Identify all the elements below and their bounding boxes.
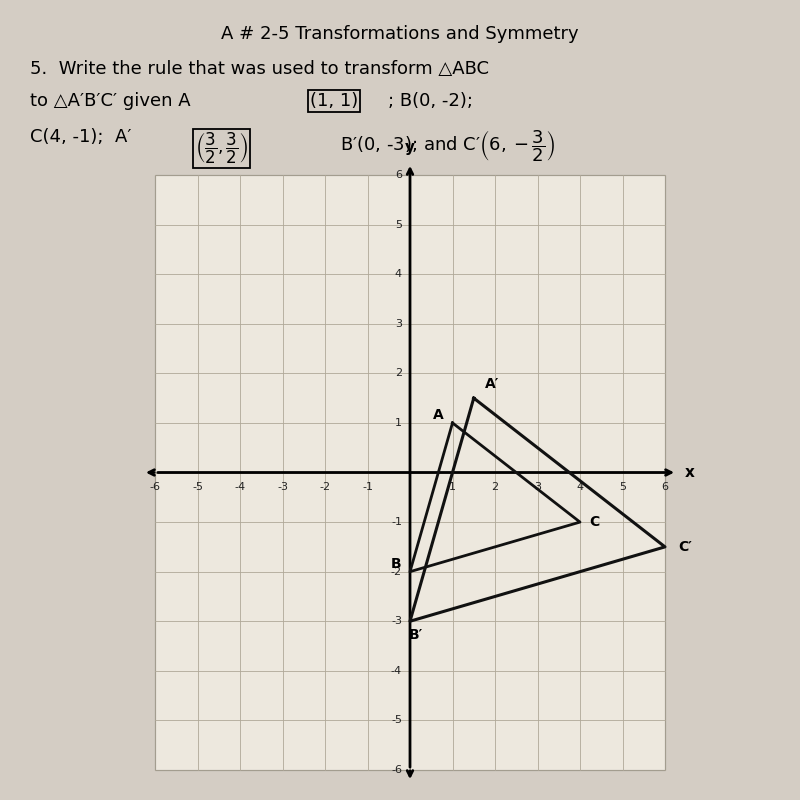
- Text: 2: 2: [395, 368, 402, 378]
- Text: C(4, -1);  A′: C(4, -1); A′: [30, 128, 131, 146]
- Text: B: B: [390, 557, 402, 570]
- Text: -2: -2: [391, 566, 402, 577]
- Text: -3: -3: [391, 616, 402, 626]
- Text: (1, 1): (1, 1): [310, 92, 358, 110]
- Text: 4: 4: [395, 269, 402, 279]
- Text: $\left(\dfrac{3}{2},\dfrac{3}{2}\right)$: $\left(\dfrac{3}{2},\dfrac{3}{2}\right)$: [195, 131, 248, 166]
- Text: A # 2-5 Transformations and Symmetry: A # 2-5 Transformations and Symmetry: [221, 25, 579, 43]
- Text: y: y: [405, 140, 415, 155]
- Text: -6: -6: [150, 482, 161, 493]
- Text: A′: A′: [485, 377, 499, 391]
- Text: to △A′B′C′ given A: to △A′B′C′ given A: [30, 92, 190, 110]
- Text: 3: 3: [534, 482, 541, 493]
- Text: C: C: [589, 515, 599, 529]
- Text: x: x: [685, 465, 695, 480]
- Text: 6: 6: [662, 482, 669, 493]
- Text: B′: B′: [409, 628, 423, 642]
- Text: 4: 4: [577, 482, 583, 493]
- Text: ; B(0, -2);: ; B(0, -2);: [388, 92, 473, 110]
- Text: -1: -1: [362, 482, 373, 493]
- Text: 5: 5: [395, 219, 402, 230]
- Text: 3: 3: [395, 318, 402, 329]
- Text: -5: -5: [192, 482, 203, 493]
- Text: 1: 1: [449, 482, 456, 493]
- Text: -4: -4: [391, 666, 402, 676]
- Text: A: A: [433, 408, 444, 422]
- Text: 1: 1: [395, 418, 402, 428]
- Text: 5: 5: [619, 482, 626, 493]
- Text: 5.  Write the rule that was used to transform △ABC: 5. Write the rule that was used to trans…: [30, 60, 489, 78]
- Text: 2: 2: [491, 482, 498, 493]
- Text: -2: -2: [319, 482, 330, 493]
- FancyBboxPatch shape: [155, 175, 665, 770]
- Text: -1: -1: [391, 517, 402, 527]
- Text: C′: C′: [678, 540, 692, 554]
- Text: -3: -3: [277, 482, 288, 493]
- Text: -5: -5: [391, 715, 402, 726]
- Text: 6: 6: [395, 170, 402, 180]
- Text: -4: -4: [234, 482, 246, 493]
- Text: B′(0, -3); and C′$\left(6, -\dfrac{3}{2}\right)$: B′(0, -3); and C′$\left(6, -\dfrac{3}{2}…: [340, 128, 555, 164]
- Text: -6: -6: [391, 765, 402, 775]
